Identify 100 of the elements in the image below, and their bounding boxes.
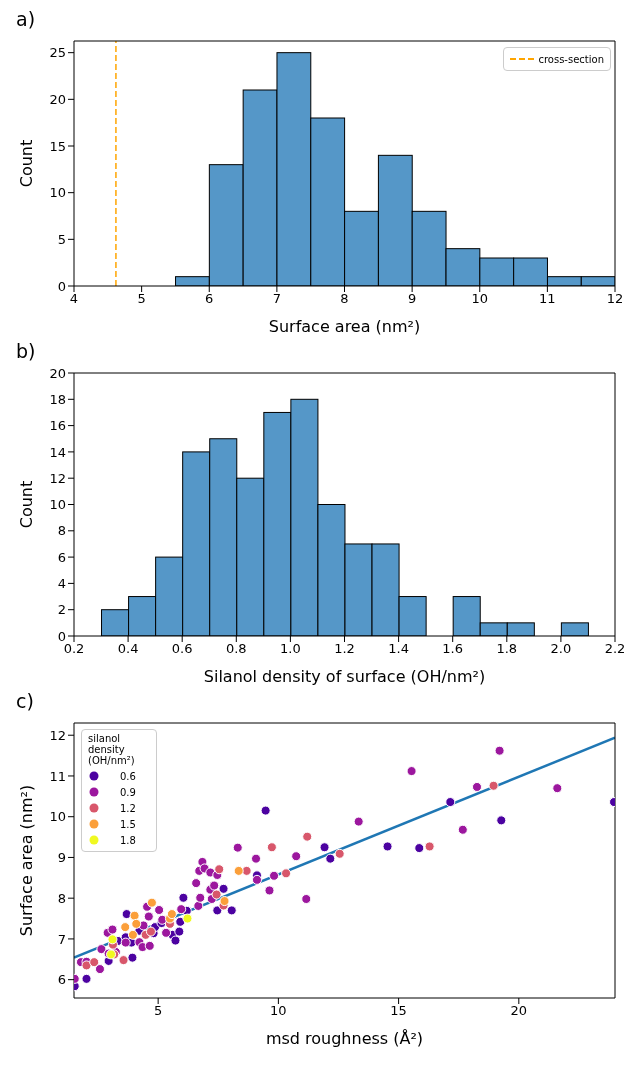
point	[406, 766, 417, 777]
point	[302, 831, 313, 842]
y-axis-title: Surface area (nm²)	[16, 784, 36, 937]
point	[120, 937, 131, 948]
legend-label: 1.5	[120, 818, 136, 830]
point	[129, 910, 140, 921]
legend-label: 1.2	[120, 802, 136, 814]
y-tick-label: 16	[49, 418, 66, 434]
point	[233, 865, 244, 876]
y-tick-label: 5	[57, 231, 66, 247]
y-tick-label: 25	[49, 45, 66, 61]
point	[424, 841, 435, 852]
point	[232, 842, 243, 853]
y-tick-label: 6	[57, 549, 66, 565]
point	[260, 805, 271, 816]
point	[488, 780, 499, 791]
point	[281, 868, 292, 879]
point	[218, 883, 229, 894]
point	[212, 905, 223, 916]
x-tick-label: 5	[154, 1003, 163, 1019]
point	[264, 885, 275, 896]
point	[166, 909, 177, 920]
point	[494, 745, 505, 756]
point	[457, 824, 468, 835]
x-tick-label: 8	[340, 291, 349, 307]
point	[89, 957, 100, 968]
point	[81, 960, 92, 971]
point	[334, 848, 345, 859]
y-tick-label: 2	[57, 602, 66, 618]
point	[269, 870, 280, 881]
x-tick-label: 4	[69, 291, 79, 307]
point	[301, 893, 312, 905]
point	[161, 927, 172, 938]
point	[182, 913, 193, 924]
x-axis-title: Silanol density of surface (OH/nm²)	[203, 667, 486, 686]
y-tick-label: 8	[57, 523, 66, 539]
point	[146, 897, 157, 908]
point	[154, 904, 165, 916]
point	[325, 853, 336, 864]
point	[107, 924, 118, 935]
point	[107, 934, 118, 945]
point	[319, 842, 330, 853]
point	[178, 892, 189, 903]
x-tick-label: 0.6	[171, 641, 193, 657]
point	[291, 851, 302, 862]
legend-title: silanol density (OH/nm²)	[88, 733, 136, 766]
y-tick-label: 10	[49, 809, 66, 825]
y-tick-label: 0	[57, 278, 66, 294]
x-tick-label: 20	[510, 1003, 528, 1019]
x-tick-label: 10	[270, 1003, 287, 1019]
x-tick-label: 0.2	[63, 641, 85, 657]
point	[552, 783, 563, 794]
x-tick-label: 5	[137, 291, 146, 307]
x-tick-label: 1.4	[388, 641, 409, 657]
y-axis-title: Count	[16, 480, 36, 529]
chart-title: b)	[15, 340, 37, 364]
point	[191, 878, 202, 889]
point	[266, 842, 277, 853]
point	[96, 944, 107, 955]
point	[127, 929, 138, 940]
legend-label: 0.6	[120, 770, 136, 782]
point	[121, 909, 132, 920]
chart-title: c)	[15, 690, 35, 714]
x-tick-label: 11	[539, 291, 556, 307]
point	[81, 973, 92, 984]
y-tick-label: 18	[49, 391, 66, 407]
point	[219, 896, 230, 907]
point	[353, 816, 364, 827]
point	[118, 955, 129, 966]
point	[127, 952, 138, 963]
x-tick-label: 12	[606, 291, 624, 307]
point	[414, 843, 425, 854]
x-tick-label: 0.4	[117, 641, 139, 657]
x-tick-label: 2.2	[604, 641, 626, 657]
y-tick-label: 8	[57, 890, 66, 906]
legend-label: 1.8	[120, 834, 136, 846]
y-tick-label: 4	[57, 576, 66, 592]
x-tick-label: 10	[471, 291, 489, 307]
point	[214, 864, 225, 875]
x-tick-label: 9	[407, 291, 417, 307]
y-axis-title: Count	[16, 139, 36, 188]
y-tick-label: 10	[49, 185, 66, 201]
y-tick-label: 10	[49, 497, 66, 513]
point	[193, 900, 204, 911]
y-tick-label: 15	[49, 138, 66, 154]
y-tick-label: 0	[57, 628, 66, 644]
x-axis-title: Surface area (nm²)	[268, 317, 421, 336]
y-tick-label: 6	[57, 972, 66, 988]
point	[209, 880, 220, 891]
y-tick-label: 20	[49, 91, 66, 107]
y-tick-label: 12	[49, 470, 66, 486]
y-tick-label: 7	[57, 931, 66, 947]
point	[251, 874, 262, 885]
point	[131, 918, 142, 929]
x-tick-label: 1.8	[496, 641, 518, 657]
point	[496, 815, 507, 826]
x-tick-label: 1.6	[442, 641, 464, 657]
point	[94, 964, 105, 975]
point	[195, 892, 206, 903]
point	[251, 853, 262, 864]
